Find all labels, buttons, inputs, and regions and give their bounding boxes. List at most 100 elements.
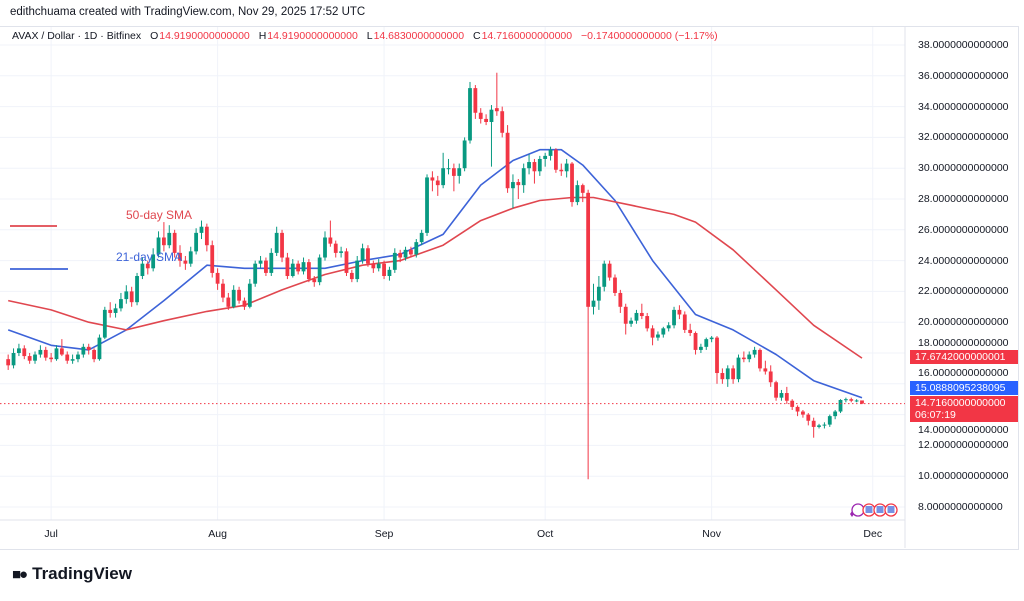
candle-body <box>81 346 86 355</box>
candle-body <box>521 168 526 186</box>
candle-body <box>285 257 290 276</box>
price-tick-label: 14.0000000000000 <box>918 423 1009 436</box>
candle-body <box>301 262 306 272</box>
candle-body <box>602 263 607 287</box>
candle-body <box>575 185 580 203</box>
candle-body <box>618 292 623 307</box>
candle-body <box>65 354 70 361</box>
candle-body <box>387 269 392 276</box>
candle-body <box>860 400 864 404</box>
candle-body <box>817 425 821 427</box>
candle-body <box>376 263 381 269</box>
candle-body <box>392 252 397 270</box>
candle-body <box>366 248 370 264</box>
candle-body <box>317 257 322 283</box>
candle-body <box>768 371 773 383</box>
candle-body <box>54 348 59 360</box>
candle-body <box>156 237 161 255</box>
price-tick-label: 16.0000000000000 <box>918 367 1009 380</box>
candle-body <box>763 368 768 372</box>
close-value: 14.7160000000000 <box>481 30 573 42</box>
candle-body <box>451 168 456 176</box>
candle-body <box>253 263 258 284</box>
candle-body <box>827 416 832 425</box>
candle-body <box>38 349 43 355</box>
candle-body <box>709 337 714 340</box>
logo-text: TradingView <box>32 564 132 583</box>
sma21-line <box>7 148 863 399</box>
flag-stripes-icon <box>876 506 884 513</box>
sma50-line <box>8 196 863 359</box>
candle-body <box>543 155 548 159</box>
candle-body <box>457 168 462 176</box>
candle-body <box>382 263 386 276</box>
candle-body <box>688 329 693 333</box>
candle-body <box>414 242 419 255</box>
candle-body <box>838 399 843 412</box>
candle-body <box>613 277 617 293</box>
tradingview-logo[interactable]: ■● TradingView <box>12 564 132 584</box>
candle-body <box>446 168 451 170</box>
bar-countdown: 06:07:19 <box>915 409 956 421</box>
price-tick-label: 26.0000000000000 <box>918 223 1009 236</box>
candle-body <box>237 289 241 301</box>
candle-body <box>242 300 247 307</box>
tv-logo-icon: ■● <box>12 565 28 583</box>
candle-body <box>623 306 628 324</box>
candle-body <box>795 406 800 412</box>
candle-body <box>264 260 268 273</box>
candle-body <box>650 328 655 338</box>
time-tick-label: Dec <box>863 528 883 540</box>
candle-body <box>516 182 521 186</box>
candle-body <box>151 254 156 269</box>
candle-body <box>419 232 424 243</box>
candle-body <box>188 251 193 264</box>
candle-body <box>854 400 859 402</box>
candle-body <box>323 237 327 258</box>
sma21-price-badge: 15.0888095238095 <box>910 381 1018 395</box>
open-key: O <box>150 30 159 42</box>
price-tick-label: 18.0000000000000 <box>918 336 1009 349</box>
candle-body <box>183 260 188 264</box>
last-price: 14.7160000000000 <box>915 397 1006 409</box>
candle-body <box>441 168 446 186</box>
candle-body <box>339 251 344 253</box>
candle-body <box>489 109 494 122</box>
candle-body <box>274 232 279 253</box>
candle-body <box>247 283 252 307</box>
candle-body <box>532 162 537 172</box>
candle-body <box>306 262 311 280</box>
candle-body <box>462 140 467 169</box>
candle-body <box>371 263 376 269</box>
candle-body <box>468 88 472 141</box>
price-tick-label: 24.0000000000000 <box>918 254 1009 267</box>
candle-body <box>505 132 510 189</box>
price-tick-label: 10.0000000000000 <box>918 470 1009 483</box>
candle-body <box>344 251 349 273</box>
price-tick-label: 22.0000000000000 <box>918 285 1009 298</box>
candle-body <box>92 349 96 360</box>
candle-body <box>6 359 11 366</box>
candle-body <box>811 420 816 427</box>
candle-body <box>752 349 757 355</box>
candle-body <box>725 368 730 380</box>
candle-body <box>221 283 225 298</box>
time-tick-label: Nov <box>702 528 721 540</box>
candle-body <box>580 185 585 193</box>
candle-body <box>554 149 558 170</box>
flag-stripes-icon <box>887 506 895 513</box>
candle-body <box>629 320 633 324</box>
candle-body <box>736 357 741 380</box>
candle-body <box>333 243 338 253</box>
candle-body <box>559 169 564 172</box>
symbol-legend: AVAX / Dollar · 1D · Bitfinex O14.919000… <box>12 30 724 42</box>
candle-body <box>843 399 848 401</box>
high-key: H <box>258 30 267 42</box>
candle-body <box>269 252 274 273</box>
candle-body <box>11 353 16 366</box>
candle-body <box>167 232 172 246</box>
symbol-label[interactable]: AVAX / Dollar · 1D · Bitfinex <box>12 30 142 42</box>
candle-body <box>511 182 515 189</box>
